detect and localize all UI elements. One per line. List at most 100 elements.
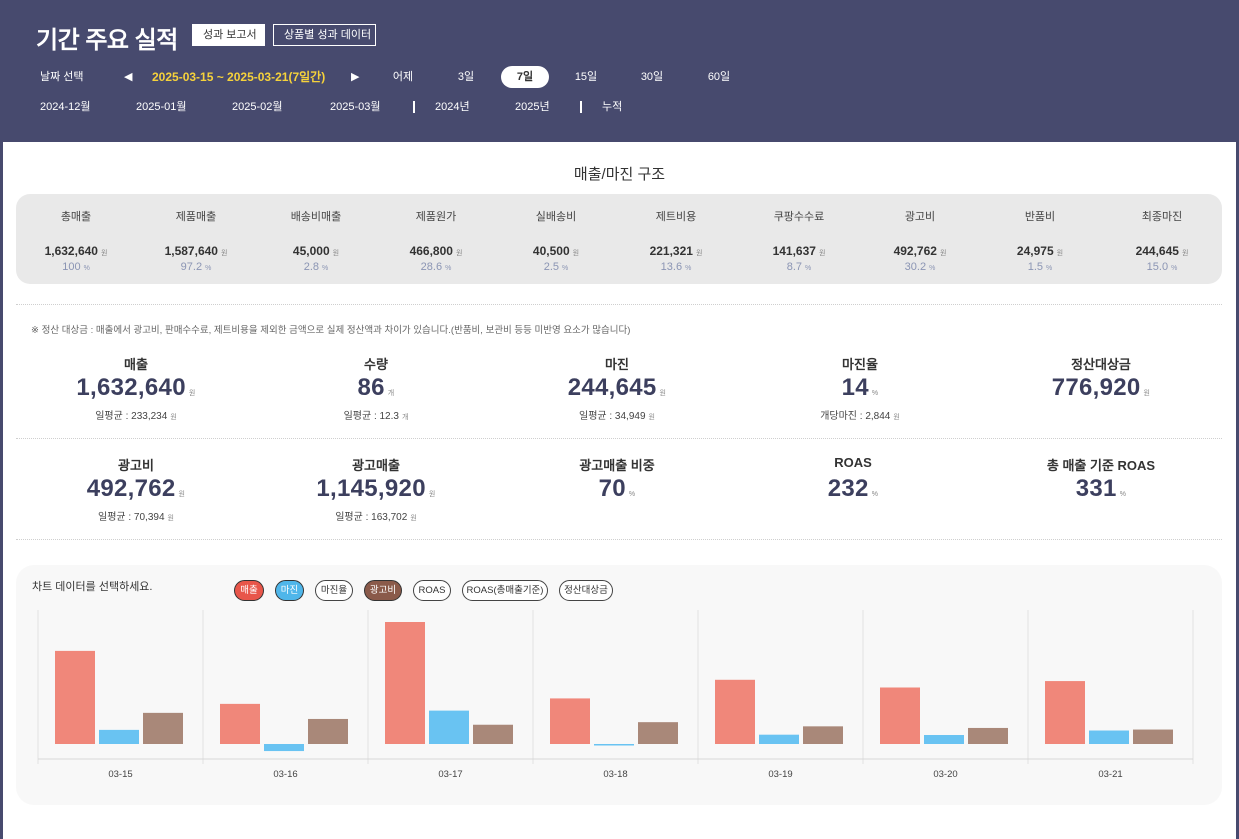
chip-margin[interactable]: 마진 bbox=[275, 580, 304, 601]
x-tick-label: 03-15 bbox=[108, 769, 132, 780]
structure-item-value: 45,000 원 bbox=[292, 244, 340, 258]
kpi-value: 1,145,920 원 bbox=[316, 475, 436, 502]
month-2025-01[interactable]: 2025-01월 bbox=[136, 101, 187, 113]
structure-item-value: 141,637 원 bbox=[772, 244, 826, 258]
chip-roas[interactable]: ROAS bbox=[413, 580, 451, 601]
kpi-margin-rate: 마진율 14% 개당마진 : 2,844 원 bbox=[740, 354, 980, 422]
kpi-ad-cost: 광고비 492,762 원 일평균 : 70,394 원 bbox=[16, 455, 256, 523]
bar-마진-03-19[interactable] bbox=[759, 734, 799, 744]
structure-item: 제품매출 1,587,640 원 97.2% bbox=[136, 194, 256, 284]
kpi-total-roas: 총 매출 기준 ROAS 331% bbox=[981, 455, 1221, 505]
bar-광고비-03-18[interactable] bbox=[638, 722, 678, 744]
x-tick-label: 03-18 bbox=[603, 769, 627, 780]
next-arrow-icon[interactable]: ▶ bbox=[351, 71, 360, 83]
bar-마진-03-15[interactable] bbox=[99, 729, 139, 744]
bar-마진-03-16[interactable] bbox=[264, 744, 304, 752]
cumulative-option[interactable]: 누적 bbox=[602, 101, 623, 113]
kpi-value: 14% bbox=[841, 374, 879, 401]
structure-item-percent: 8.7% bbox=[786, 261, 812, 273]
kpi-value: 232% bbox=[827, 475, 879, 502]
structure-item: 배송비매출 45,000 원 2.8% bbox=[256, 194, 376, 284]
chip-settlement[interactable]: 정산대상금 bbox=[559, 580, 613, 601]
structure-item: 제트비용 221,321 원 13.6% bbox=[616, 194, 736, 284]
structure-item-value: 40,500 원 bbox=[532, 244, 580, 258]
bar-매출-03-21[interactable] bbox=[1045, 681, 1085, 744]
range-30days[interactable]: 30일 bbox=[640, 71, 664, 83]
kpi-ad-sales-share: 광고매출 비중 70% bbox=[497, 455, 737, 505]
x-tick-label: 03-16 bbox=[273, 769, 297, 780]
structure-item-label: 광고비 bbox=[904, 211, 936, 223]
kpi-label: 정산대상금 bbox=[1071, 357, 1131, 372]
structure-item-label: 반품비 bbox=[1024, 211, 1056, 223]
structure-item-label: 총매출 bbox=[60, 211, 92, 223]
structure-item-percent: 13.6% bbox=[660, 261, 692, 273]
structure-item-label: 쿠팡수수료 bbox=[773, 211, 825, 223]
structure-item-label: 실배송비 bbox=[535, 211, 577, 223]
bar-매출-03-17[interactable] bbox=[385, 622, 425, 744]
range-60days[interactable]: 60일 bbox=[707, 71, 731, 83]
kpi-label: 수량 bbox=[364, 357, 388, 372]
frame-right-border bbox=[1236, 142, 1239, 839]
bar-마진-03-21[interactable] bbox=[1089, 730, 1129, 744]
structure-item: 쿠팡수수료 141,637 원 8.7% bbox=[739, 194, 859, 284]
bar-광고비-03-17[interactable] bbox=[473, 724, 513, 744]
prev-arrow-icon[interactable]: ◀ bbox=[124, 71, 133, 83]
revenue-margin-structure-panel: 총매출 1,632,640 원 100% 제품매출 1,587,640 원 97.2… bbox=[16, 194, 1222, 284]
kpi-value: 244,645 원 bbox=[567, 374, 667, 401]
header-bar bbox=[0, 0, 1239, 142]
structure-item-value: 24,975 원 bbox=[1016, 244, 1064, 258]
chip-ad-cost[interactable]: 광고비 bbox=[364, 580, 402, 601]
structure-item-percent: 2.8% bbox=[303, 261, 329, 273]
chart-panel bbox=[16, 565, 1222, 805]
range-3days[interactable]: 3일 bbox=[457, 71, 475, 83]
bar-광고비-03-19[interactable] bbox=[803, 726, 843, 744]
x-tick-label: 03-20 bbox=[933, 769, 957, 780]
structure-item-value: 1,632,640 원 bbox=[44, 244, 108, 258]
bar-광고비-03-21[interactable] bbox=[1133, 729, 1173, 744]
month-2024-12[interactable]: 2024-12월 bbox=[40, 101, 91, 113]
kpi-value: 776,920 원 bbox=[1051, 374, 1151, 401]
x-tick-label: 03-21 bbox=[1098, 769, 1122, 780]
bar-마진-03-20[interactable] bbox=[924, 735, 964, 744]
bar-매출-03-18[interactable] bbox=[550, 698, 590, 744]
divider bbox=[16, 304, 1222, 305]
year-2025[interactable]: 2025년 bbox=[515, 101, 550, 113]
bar-마진-03-18[interactable] bbox=[594, 744, 634, 746]
report-button[interactable]: 성과 보고서 bbox=[192, 24, 265, 46]
kpi-label: 총 매출 기준 ROAS bbox=[1046, 458, 1156, 473]
structure-item-percent: 2.5% bbox=[543, 261, 569, 273]
range-yesterday[interactable]: 어제 bbox=[392, 71, 414, 83]
bar-광고비-03-16[interactable] bbox=[308, 718, 348, 744]
kpi-label: 광고매출 비중 bbox=[579, 458, 655, 473]
structure-item-percent: 15.0% bbox=[1146, 261, 1178, 273]
kpi-sub: 일평균 : 163,702 원 bbox=[335, 512, 417, 523]
structure-item: 광고비 492,762 원 30.2% bbox=[860, 194, 980, 284]
kpi-value: 70% bbox=[598, 475, 636, 502]
year-2024[interactable]: 2024년 bbox=[435, 101, 470, 113]
settlement-note: ※ 정산 대상금 : 매출에서 광고비, 판매수수료, 제트비용을 제외한 금액… bbox=[31, 325, 631, 336]
bar-매출-03-16[interactable] bbox=[220, 703, 260, 744]
chip-sales[interactable]: 매출 bbox=[234, 580, 264, 601]
range-7days[interactable]: 7일 bbox=[501, 66, 549, 88]
bar-마진-03-17[interactable] bbox=[429, 710, 469, 744]
bar-광고비-03-15[interactable] bbox=[143, 712, 183, 744]
structure-item-value: 1,587,640 원 bbox=[164, 244, 228, 258]
chip-margin-rate[interactable]: 마진율 bbox=[315, 580, 353, 601]
product-data-button[interactable]: 상품별 성과 데이터 bbox=[273, 24, 376, 46]
bar-매출-03-20[interactable] bbox=[880, 687, 920, 744]
month-2025-02[interactable]: 2025-02월 bbox=[232, 101, 283, 113]
chip-roas-total[interactable]: ROAS(총매출기준) bbox=[462, 580, 548, 601]
structure-item-percent: 100% bbox=[62, 261, 90, 273]
range-15days[interactable]: 15일 bbox=[574, 71, 598, 83]
structure-item-percent: 97.2% bbox=[180, 261, 212, 273]
kpi-sub: 개당마진 : 2,844 원 bbox=[820, 411, 900, 422]
kpi-quantity: 수량 86 개 일평균 : 12.3 개 bbox=[256, 354, 496, 422]
kpi-value: 331% bbox=[1075, 475, 1127, 502]
bar-매출-03-15[interactable] bbox=[55, 650, 95, 744]
month-2025-03[interactable]: 2025-03월 bbox=[330, 101, 381, 113]
kpi-label: ROAS bbox=[834, 455, 872, 470]
bar-매출-03-19[interactable] bbox=[715, 679, 755, 744]
page-title: 기간 주요 실적 bbox=[36, 27, 178, 54]
kpi-value: 86 개 bbox=[357, 374, 395, 401]
bar-광고비-03-20[interactable] bbox=[968, 727, 1008, 744]
